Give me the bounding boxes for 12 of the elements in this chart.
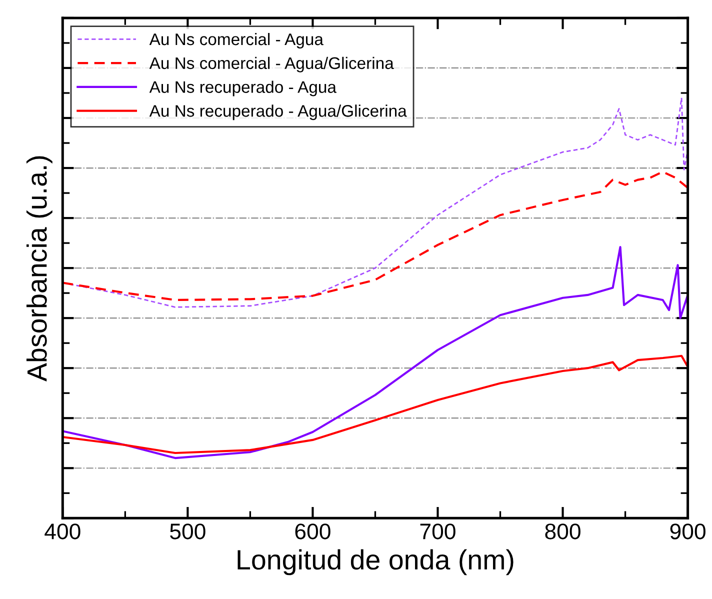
- x-tick-label: 600: [295, 524, 330, 540]
- y-axis-title: Absorbancia (u.a.): [26, 156, 52, 382]
- x-axis-title: Longitud de onda (nm): [238, 549, 514, 576]
- legend-label: Au Ns recuperado - Agua/Glicerina: [149, 104, 407, 120]
- x-tick-label: 800: [545, 524, 580, 540]
- legend-label: Au Ns comercial - Agua/Glicerina: [149, 56, 394, 72]
- legend-label: Au Ns recuperado - Agua: [149, 80, 336, 96]
- x-tick-label: 700: [420, 524, 456, 540]
- legend-label: Au Ns comercial - Agua: [149, 32, 324, 49]
- x-tick-label: 400: [44, 524, 80, 540]
- x-tick-label: 500: [170, 524, 206, 540]
- x-tick-label: 900: [670, 524, 706, 540]
